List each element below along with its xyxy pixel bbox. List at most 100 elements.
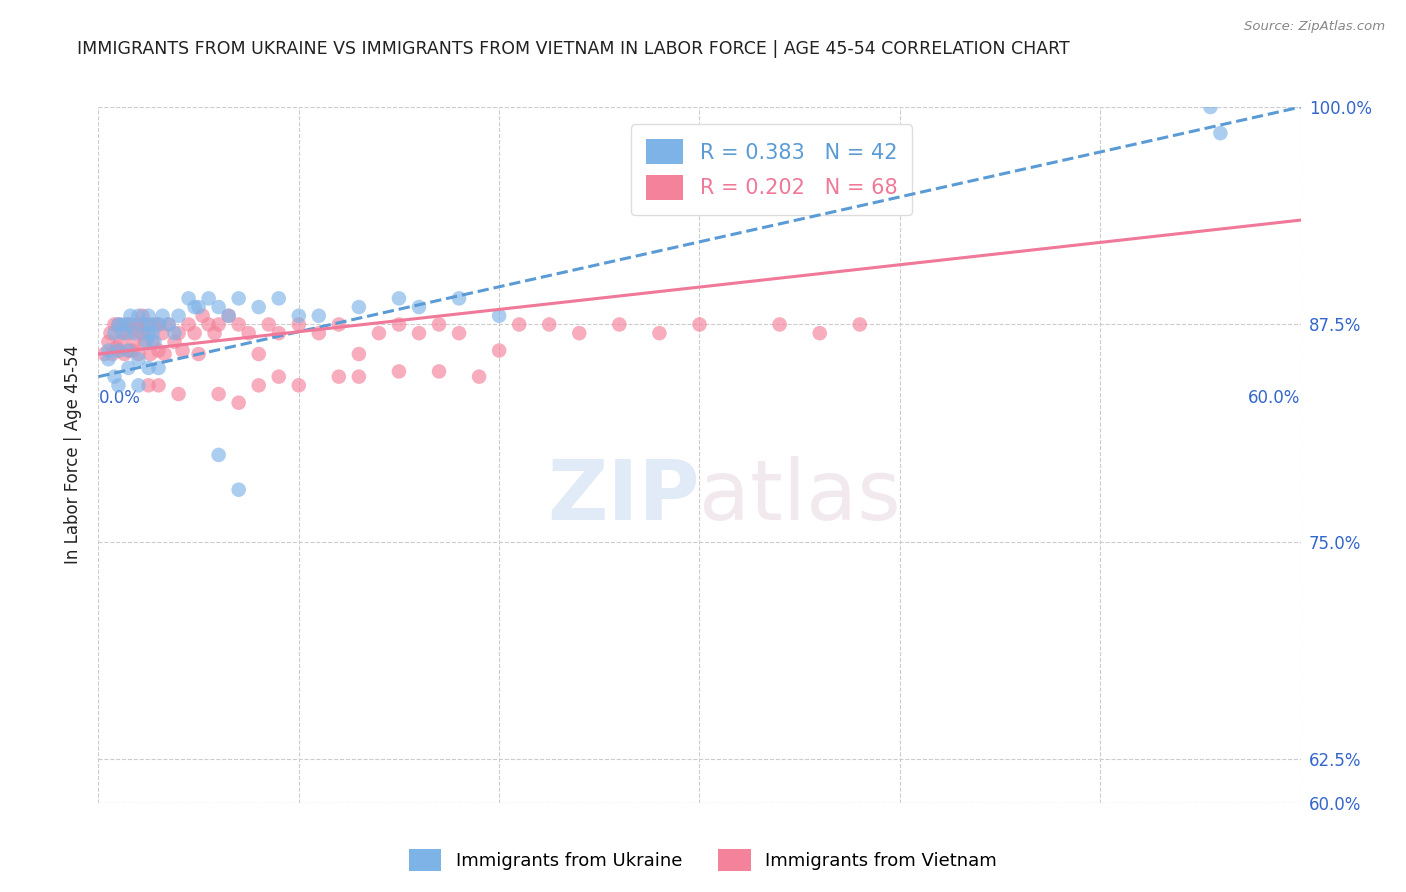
Point	[488, 343, 510, 358]
Point	[103, 326, 125, 340]
Point	[128, 352, 150, 367]
Point	[120, 318, 142, 332]
Point	[447, 326, 470, 340]
Point	[107, 378, 129, 392]
Text: ZIP: ZIP	[547, 456, 700, 537]
Point	[218, 309, 240, 323]
Point	[103, 318, 125, 332]
Point	[267, 326, 290, 340]
Text: atlas: atlas	[700, 456, 901, 537]
Point	[468, 369, 491, 384]
Point	[177, 291, 200, 305]
Point	[1199, 100, 1222, 114]
Point	[107, 318, 129, 332]
Point	[388, 318, 411, 332]
Point	[138, 309, 160, 323]
Point	[128, 318, 150, 332]
Point	[111, 318, 134, 332]
Point	[120, 309, 142, 323]
Point	[138, 326, 160, 340]
Point	[267, 291, 290, 305]
Point	[208, 300, 231, 314]
Point	[131, 318, 153, 332]
Point	[427, 364, 450, 378]
Legend: Immigrants from Ukraine, Immigrants from Vietnam: Immigrants from Ukraine, Immigrants from…	[402, 842, 1004, 879]
Point	[568, 326, 591, 340]
Point	[152, 309, 174, 323]
Point	[124, 326, 146, 340]
Point	[538, 318, 561, 332]
Point	[167, 326, 190, 340]
Point	[769, 318, 792, 332]
Point	[114, 347, 136, 361]
Point	[167, 309, 190, 323]
Point	[183, 326, 205, 340]
Point	[128, 378, 150, 392]
Point	[110, 334, 132, 349]
Point	[172, 343, 194, 358]
Point	[143, 334, 166, 349]
Point	[368, 326, 391, 340]
Point	[228, 395, 250, 409]
Text: Source: ZipAtlas.com: Source: ZipAtlas.com	[1244, 20, 1385, 33]
Point	[388, 291, 411, 305]
Point	[208, 318, 231, 332]
Point	[508, 318, 530, 332]
Point	[138, 378, 160, 392]
Point	[148, 318, 170, 332]
Point	[288, 318, 311, 332]
Point	[97, 352, 120, 367]
Point	[121, 343, 143, 358]
Point	[152, 326, 174, 340]
Point	[107, 343, 129, 358]
Point	[187, 347, 209, 361]
Point	[167, 387, 190, 401]
Point	[103, 369, 125, 384]
Point	[191, 309, 214, 323]
Point	[115, 318, 138, 332]
Point	[117, 343, 139, 358]
Point	[447, 291, 470, 305]
Point	[139, 347, 162, 361]
Point	[267, 369, 290, 384]
Point	[247, 378, 270, 392]
Point	[148, 378, 170, 392]
Point	[125, 323, 148, 337]
Point	[131, 326, 153, 340]
Point	[153, 347, 176, 361]
Point	[97, 334, 120, 349]
Text: 60.0%: 60.0%	[1249, 389, 1301, 407]
Point	[117, 343, 139, 358]
Y-axis label: In Labor Force | Age 45-54: In Labor Force | Age 45-54	[65, 345, 83, 565]
Point	[97, 343, 120, 358]
Point	[117, 326, 139, 340]
Point	[117, 360, 139, 375]
Point	[105, 340, 128, 354]
Point	[197, 291, 219, 305]
Point	[128, 347, 150, 361]
Point	[849, 318, 872, 332]
Point	[808, 326, 831, 340]
Text: IMMIGRANTS FROM UKRAINE VS IMMIGRANTS FROM VIETNAM IN LABOR FORCE | AGE 45-54 CO: IMMIGRANTS FROM UKRAINE VS IMMIGRANTS FR…	[77, 40, 1070, 58]
Point	[288, 309, 311, 323]
Point	[247, 347, 270, 361]
Point	[347, 369, 370, 384]
Text: 0.0%: 0.0%	[98, 389, 141, 407]
Point	[288, 378, 311, 392]
Point	[247, 300, 270, 314]
Point	[138, 360, 160, 375]
Point	[163, 334, 186, 349]
Point	[111, 326, 134, 340]
Point	[117, 318, 139, 332]
Point	[135, 334, 157, 349]
Point	[124, 334, 146, 349]
Point	[148, 318, 170, 332]
Legend: R = 0.383   N = 42, R = 0.202   N = 68: R = 0.383 N = 42, R = 0.202 N = 68	[631, 124, 912, 215]
Point	[128, 309, 150, 323]
Point	[204, 326, 226, 340]
Point	[101, 347, 124, 361]
Point	[183, 300, 205, 314]
Point	[208, 448, 231, 462]
Point	[388, 364, 411, 378]
Point	[228, 483, 250, 497]
